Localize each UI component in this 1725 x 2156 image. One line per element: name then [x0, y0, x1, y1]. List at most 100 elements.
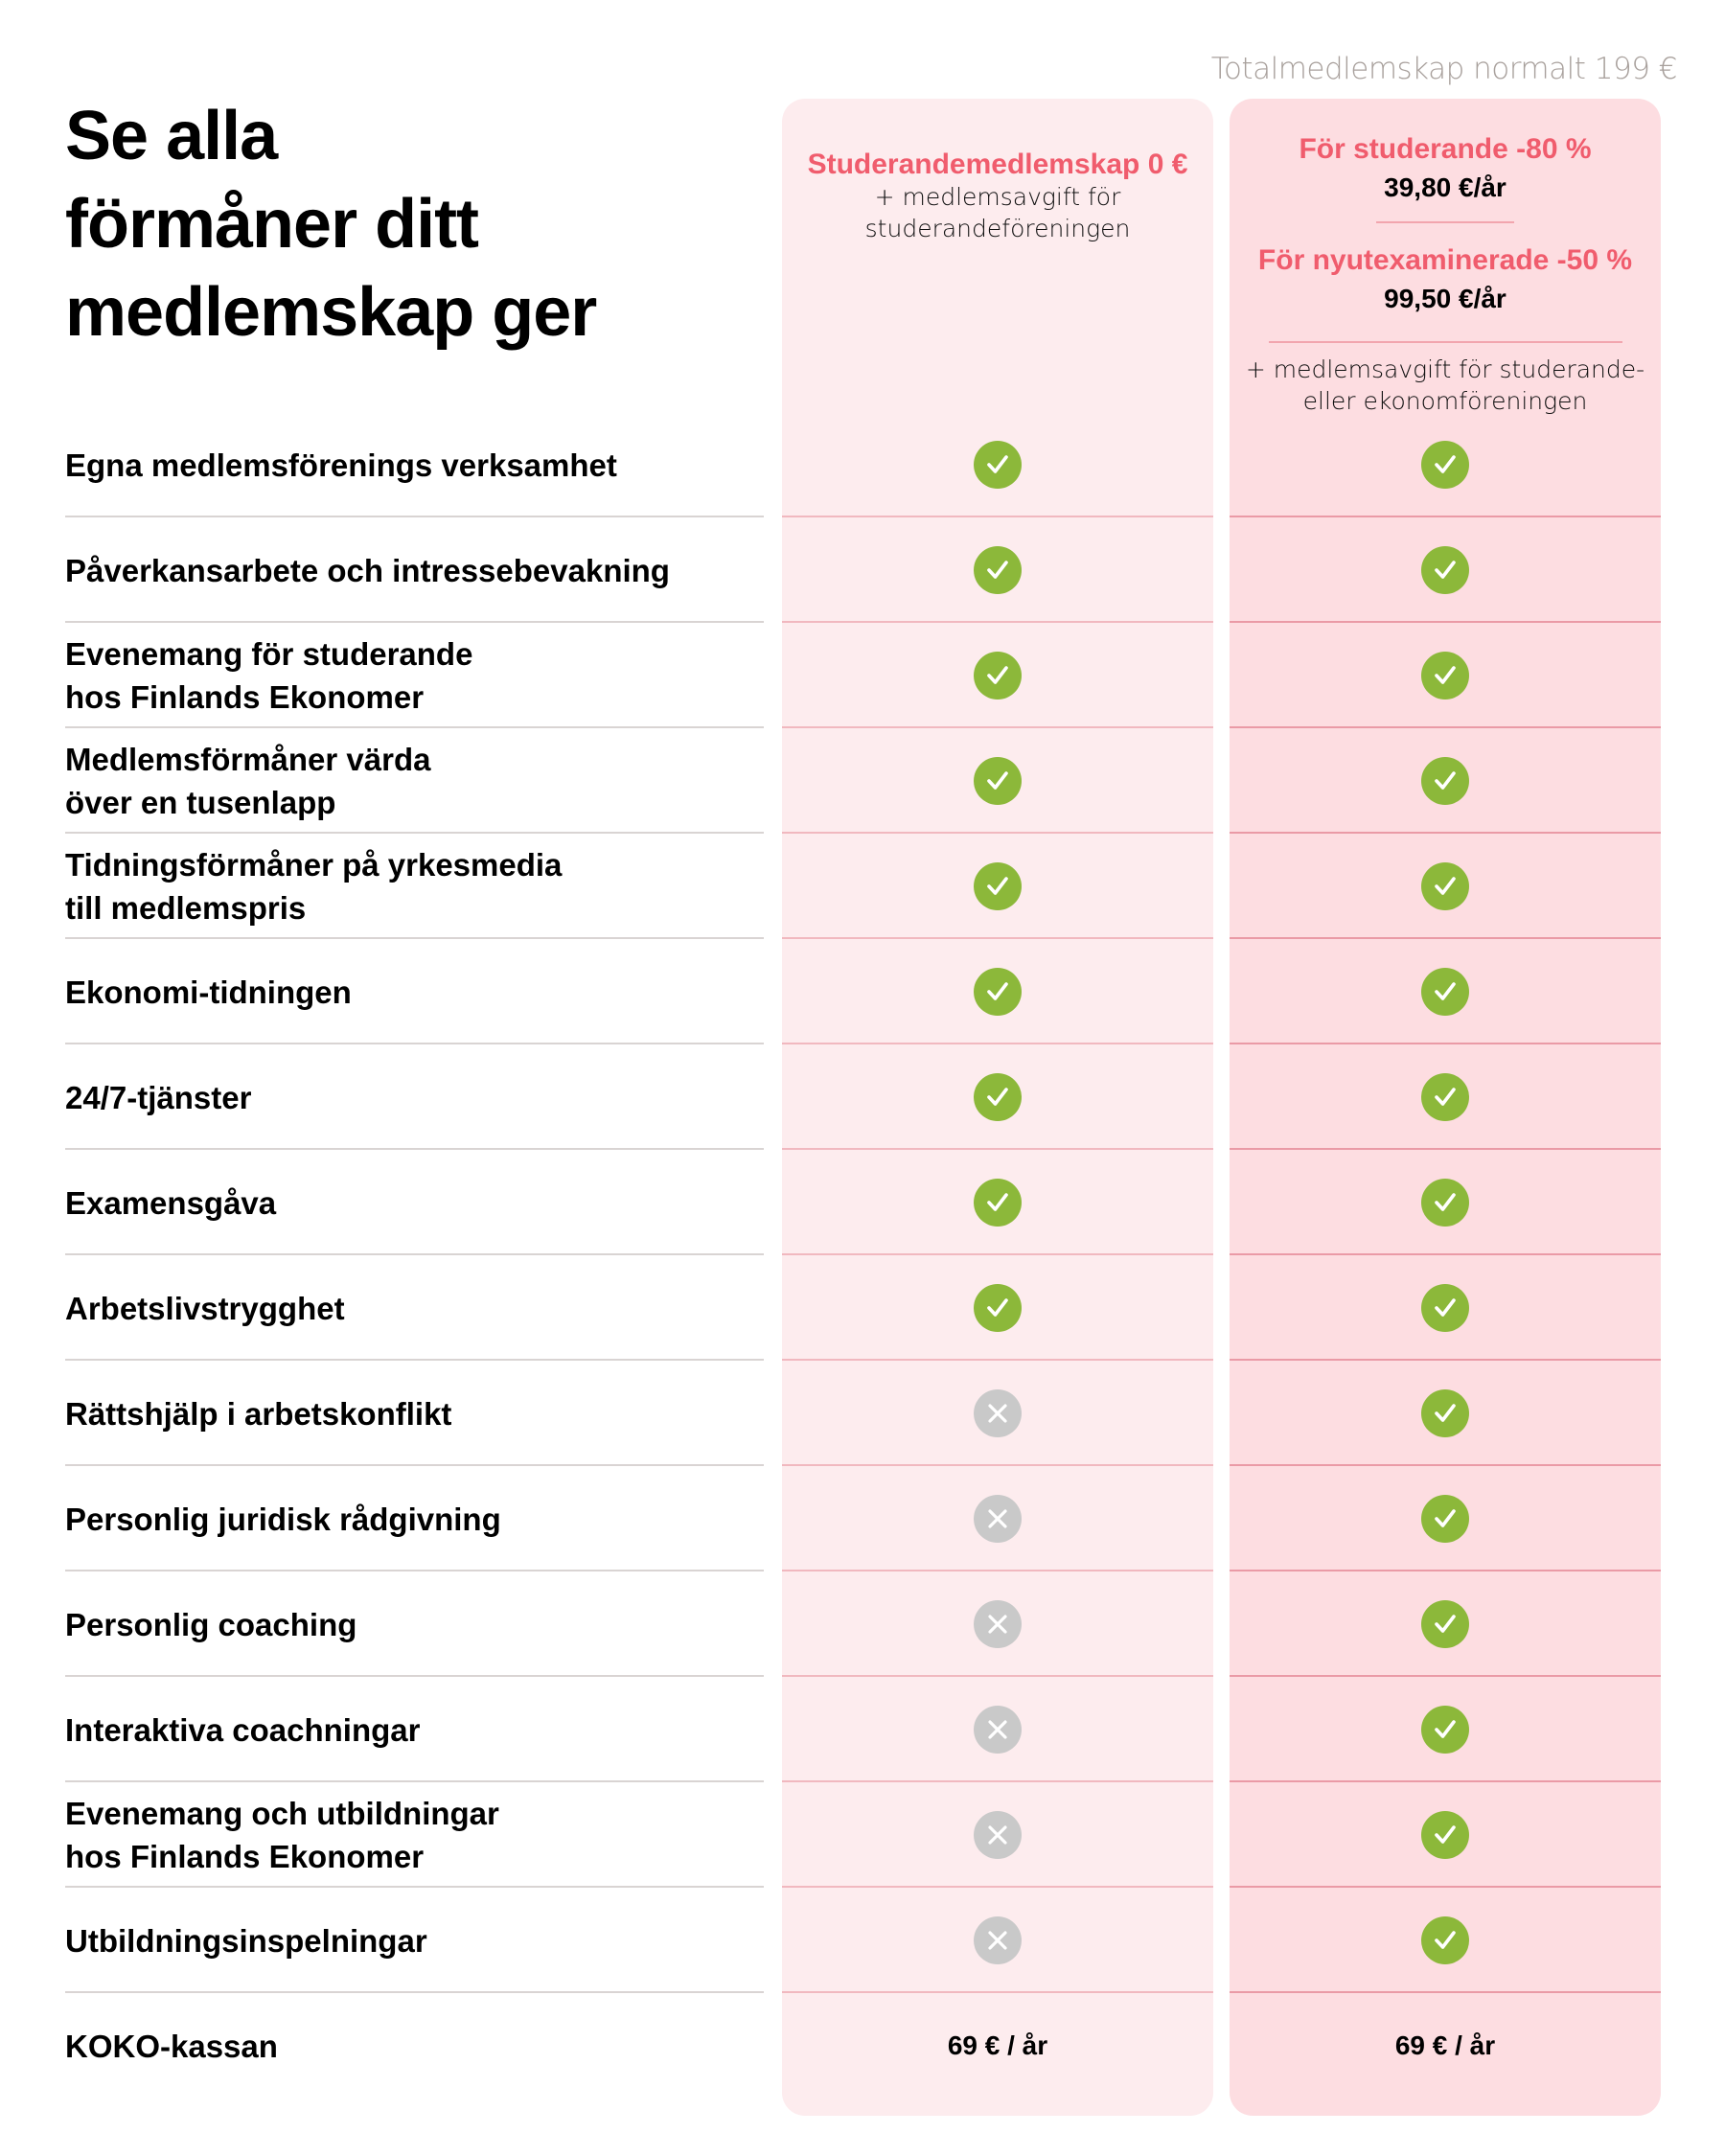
benefits-table: Egna medlemsförenings verksamhet Påverkan…	[0, 412, 1725, 2099]
row-divider	[65, 621, 764, 623]
row-divider	[65, 1780, 764, 1782]
header-divider	[1376, 221, 1514, 223]
title-line: medlemskap ger	[65, 274, 597, 351]
full-cell	[1230, 1044, 1661, 1150]
row-divider	[1230, 1359, 1661, 1361]
student-discount-price: 39,80 €/år	[1384, 172, 1506, 202]
cross-icon	[974, 1706, 1022, 1754]
check-icon	[1421, 546, 1469, 594]
full-cell	[1230, 623, 1661, 728]
table-row: Utbildningsinspelningar	[0, 1888, 1725, 1993]
row-divider	[782, 1675, 1213, 1677]
check-icon	[974, 1073, 1022, 1121]
cross-icon	[974, 1495, 1022, 1543]
header-divider	[1269, 341, 1622, 343]
title-line: Se alla	[65, 98, 278, 174]
student-cell	[782, 1255, 1213, 1361]
full-cell	[1230, 1466, 1661, 1571]
benefit-label: Påverkansarbete och intressebevakning	[65, 552, 670, 588]
cross-icon	[974, 1600, 1022, 1648]
student-cell	[782, 1782, 1213, 1888]
row-divider	[782, 1570, 1213, 1571]
row-divider	[782, 937, 1213, 939]
check-icon	[1421, 1495, 1469, 1543]
row-divider	[782, 1148, 1213, 1150]
full-cell	[1230, 1888, 1661, 1993]
table-row: Personlig coaching	[0, 1571, 1725, 1677]
row-divider	[782, 832, 1213, 834]
check-icon	[1421, 652, 1469, 700]
benefit-label: Personlig coaching	[65, 1606, 357, 1642]
full-membership-note: + medlemsavgift för studerande- eller ek…	[1230, 354, 1661, 417]
full-cell	[1230, 939, 1661, 1044]
row-divider	[65, 726, 764, 728]
student-cell	[782, 1044, 1213, 1150]
table-row: KOKO-kassan 69 € / år 69 € / år	[0, 1993, 1725, 2099]
student-cell	[782, 728, 1213, 834]
table-row: Rättshjälp i arbetskonflikt	[0, 1361, 1725, 1466]
check-icon	[974, 546, 1022, 594]
full-cell	[1230, 517, 1661, 623]
benefit-label: Personlig juridisk rådgivning	[65, 1501, 501, 1537]
cross-icon	[974, 1811, 1022, 1859]
full-cell	[1230, 1361, 1661, 1466]
full-cell: 69 € / år	[1230, 1993, 1661, 2099]
benefit-label: Utbildningsinspelningar	[65, 1922, 427, 1959]
full-cell	[1230, 728, 1661, 834]
full-cell	[1230, 1571, 1661, 1677]
row-divider	[1230, 937, 1661, 939]
row-divider	[65, 1253, 764, 1255]
row-divider	[1230, 1991, 1661, 1993]
row-divider	[1230, 1675, 1661, 1677]
row-divider	[1230, 1253, 1661, 1255]
table-row: Egna medlemsförenings verksamhet	[0, 412, 1725, 517]
price-value: 69 € / år	[947, 2030, 1048, 2060]
check-icon	[974, 968, 1022, 1016]
student-cell	[782, 1361, 1213, 1466]
row-divider	[1230, 1780, 1661, 1782]
graduate-discount-price: 99,50 €/år	[1384, 284, 1506, 313]
full-cell	[1230, 1150, 1661, 1255]
row-divider	[1230, 1464, 1661, 1466]
table-row: Ekonomi-tidningen	[0, 939, 1725, 1044]
benefit-label: Interaktiva coachningar	[65, 1711, 421, 1748]
row-divider	[65, 1043, 764, 1044]
row-divider	[782, 1043, 1213, 1044]
row-divider	[782, 1780, 1213, 1782]
benefit-label: 24/7-tjänster	[65, 1079, 252, 1115]
full-cell	[1230, 412, 1661, 517]
note-line: + medlemsavgift för	[874, 183, 1121, 211]
row-divider	[65, 1570, 764, 1571]
check-icon	[974, 862, 1022, 910]
row-divider	[65, 1675, 764, 1677]
note-line: studerandeföreningen	[864, 215, 1131, 242]
full-cell	[1230, 834, 1661, 939]
row-divider	[782, 1991, 1213, 1993]
title-line: förmåner ditt	[65, 186, 479, 263]
row-divider	[65, 832, 764, 834]
check-icon	[974, 1179, 1022, 1227]
row-divider	[1230, 726, 1661, 728]
row-divider	[65, 516, 764, 517]
check-icon	[1421, 1179, 1469, 1227]
cross-icon	[974, 1916, 1022, 1964]
student-cell	[782, 517, 1213, 623]
check-icon	[974, 757, 1022, 805]
full-cell	[1230, 1255, 1661, 1361]
row-divider	[782, 621, 1213, 623]
student-cell	[782, 1150, 1213, 1255]
student-cell	[782, 1888, 1213, 1993]
table-row: Arbetslivstrygghet	[0, 1255, 1725, 1361]
table-row: Personlig juridisk rådgivning	[0, 1466, 1725, 1571]
check-icon	[974, 1284, 1022, 1332]
check-icon	[1421, 1706, 1469, 1754]
full-cell	[1230, 1677, 1661, 1782]
row-divider	[65, 937, 764, 939]
benefit-label: Examensgåva	[65, 1184, 277, 1221]
table-row: Evenemang och utbildningar hos Finlands E…	[0, 1782, 1725, 1888]
check-icon	[1421, 1284, 1469, 1332]
student-cell	[782, 939, 1213, 1044]
row-divider	[782, 516, 1213, 517]
cross-icon	[974, 1389, 1022, 1437]
student-cell: 69 € / år	[782, 1993, 1213, 2099]
